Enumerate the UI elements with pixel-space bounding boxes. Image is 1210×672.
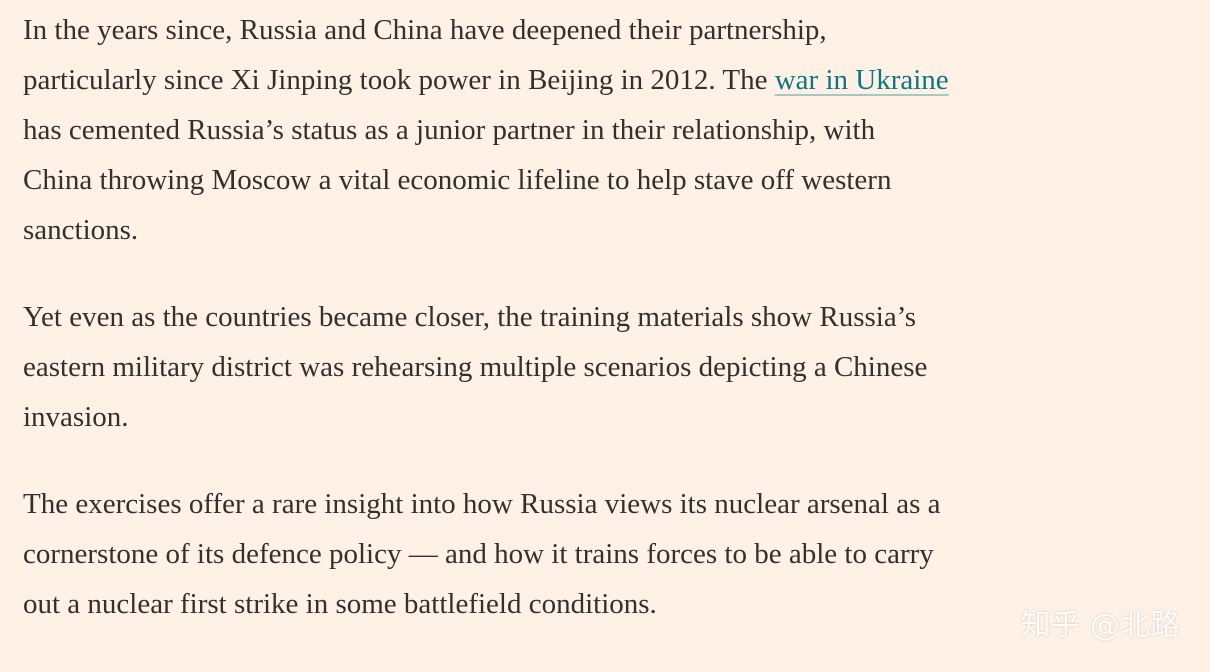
line-text: particularly since Xi Jinping took power… xyxy=(23,64,768,96)
paragraph: The exercises offer a rare insight into … xyxy=(23,479,1193,629)
line-text: has cemented Russia’s status as a junior… xyxy=(23,114,876,146)
paragraph: Yet even as the countries became closer,… xyxy=(23,292,1193,442)
text-line: eastern military district was rehearsing… xyxy=(23,342,1193,392)
watermark: 知乎 @北路 xyxy=(1020,608,1180,643)
line-text: China throwing Moscow a vital economic l… xyxy=(23,164,892,196)
text-line: China throwing Moscow a vital economic l… xyxy=(23,155,1193,205)
text-line: has cemented Russia’s status as a junior… xyxy=(23,105,1193,155)
line-text: invasion. xyxy=(23,401,129,433)
text-line: Yet even as the countries became closer,… xyxy=(23,292,1193,342)
line-text: out a nuclear first strike in some battl… xyxy=(23,588,657,620)
line-text: cornerstone of its defence policy — and … xyxy=(23,538,934,570)
line-text: Yet even as the countries became closer,… xyxy=(23,301,917,333)
text-line: In the years since, Russia and China hav… xyxy=(23,5,1193,55)
line-text: sanctions. xyxy=(23,214,139,246)
text-line: invasion. xyxy=(23,392,1193,442)
text-line: sanctions. xyxy=(23,205,1193,255)
line-text: The exercises offer a rare insight into … xyxy=(23,488,941,520)
text-line: particularly since Xi Jinping took power… xyxy=(23,55,1193,105)
text-line: The exercises offer a rare insight into … xyxy=(23,479,1193,529)
line-text: In the years since, Russia and China hav… xyxy=(23,14,827,46)
text-line: out a nuclear first strike in some battl… xyxy=(23,579,1193,629)
line-text: eastern military district was rehearsing… xyxy=(23,351,928,383)
article-link[interactable]: war in Ukraine xyxy=(774,64,949,96)
text-line: cornerstone of its defence policy — and … xyxy=(23,529,1193,579)
article: In the years since, Russia and China hav… xyxy=(23,5,1193,666)
paragraph: In the years since, Russia and China hav… xyxy=(23,5,1193,255)
